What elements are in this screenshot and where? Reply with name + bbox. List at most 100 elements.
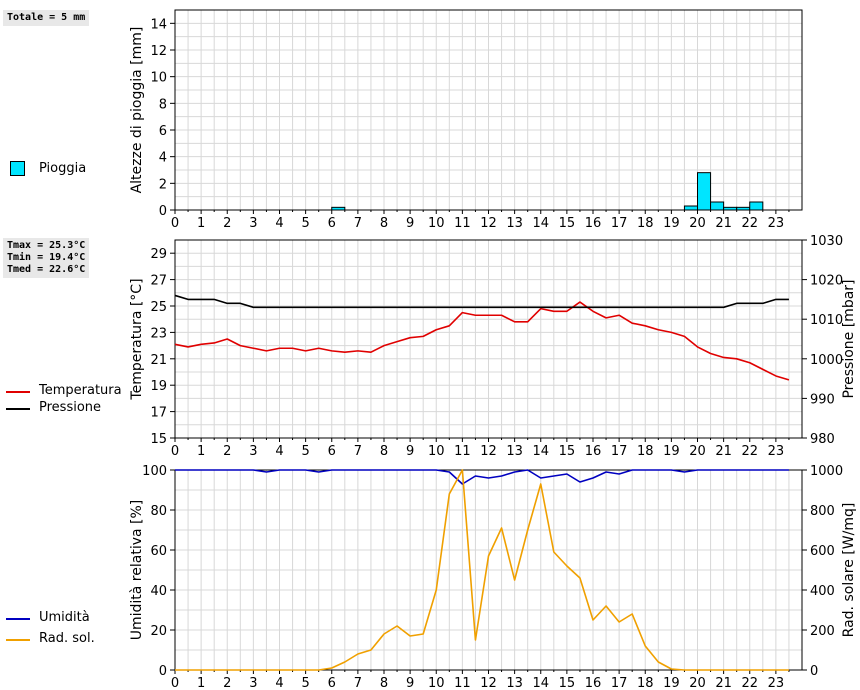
x-tick-label: 23 — [768, 444, 785, 459]
x-tick-label: 7 — [354, 216, 362, 231]
x-tick-label: 13 — [506, 216, 523, 231]
rain-bar — [736, 206, 751, 211]
x-tick-label: 9 — [406, 676, 414, 690]
x-tick-label: 22 — [741, 444, 758, 459]
rain-swatch-icon — [10, 161, 25, 176]
x-tick-label: 10 — [428, 216, 445, 231]
x-tick-label: 6 — [328, 216, 336, 231]
x-tick-label: 15 — [559, 444, 576, 459]
x-tick-label: 5 — [301, 444, 309, 459]
x-tick-label: 1 — [197, 444, 205, 459]
y-tick-label: 19 — [150, 379, 167, 394]
y-tick-label: 40 — [150, 584, 167, 599]
x-tick-label: 17 — [611, 444, 628, 459]
x-tick-label: 10 — [428, 444, 445, 459]
tmed-label: Tmed = 22.6°C — [7, 264, 86, 275]
x-tick-label: 16 — [585, 444, 602, 459]
y2-tick-label: 1000 — [810, 353, 843, 368]
x-tick-label: 10 — [428, 676, 445, 690]
y-tick-label: 80 — [150, 504, 167, 519]
x-tick-label: 20 — [689, 444, 706, 459]
rain-bar — [723, 206, 738, 211]
tmin-label: Tmin = 19.4°C — [7, 252, 86, 263]
y-tick-label: 6 — [159, 124, 167, 139]
x-tick-label: 18 — [637, 676, 654, 690]
pressure-line-icon — [6, 408, 30, 410]
x-tick-label: 11 — [454, 676, 471, 690]
y-tick-label: 25 — [150, 300, 167, 315]
x-tick-label: 12 — [480, 216, 497, 231]
y-axis-title: Umidità relativa [%] — [129, 500, 145, 641]
x-tick-label: 4 — [275, 676, 283, 690]
legend-rain-label: Pioggia — [39, 161, 87, 176]
x-tick-label: 22 — [741, 216, 758, 231]
umidit-line — [175, 469, 789, 485]
x-tick-label: 19 — [663, 216, 680, 231]
x-tick-label: 21 — [715, 216, 732, 231]
x-tick-label: 15 — [559, 216, 576, 231]
y2-tick-label: 1000 — [810, 464, 843, 479]
y2-tick-label: 600 — [810, 544, 835, 559]
temperatura-line — [174, 301, 790, 381]
x-tick-label: 5 — [301, 676, 309, 690]
y-tick-label: 100 — [142, 464, 167, 479]
y-axis-title: Temperatura [°C] — [129, 278, 145, 400]
x-tick-label: 21 — [715, 676, 732, 690]
x-tick-label: 17 — [611, 216, 628, 231]
y2-tick-label: 1030 — [810, 234, 843, 249]
x-tick-label: 6 — [328, 444, 336, 459]
x-tick-label: 7 — [354, 676, 362, 690]
x-tick-label: 4 — [275, 216, 283, 231]
x-tick-label: 19 — [663, 444, 680, 459]
y2-tick-label: 980 — [810, 432, 835, 447]
solar-line-icon — [6, 639, 30, 641]
x-tick-label: 18 — [637, 444, 654, 459]
x-tick-label: 13 — [506, 676, 523, 690]
x-tick-label: 3 — [249, 444, 257, 459]
y2-axis-title: Pressione [mbar] — [841, 279, 857, 398]
rain-bar — [697, 172, 712, 211]
y2-tick-label: 990 — [810, 392, 835, 407]
x-tick-label: 0 — [171, 216, 179, 231]
x-tick-label: 7 — [354, 444, 362, 459]
x-tick-label: 23 — [768, 676, 785, 690]
x-tick-label: 8 — [380, 676, 388, 690]
rain-total-label: Totale = 5 mm — [3, 10, 90, 26]
x-tick-label: 5 — [301, 216, 309, 231]
x-tick-label: 21 — [715, 444, 732, 459]
y-tick-label: 23 — [150, 326, 167, 341]
x-tick-label: 14 — [532, 676, 549, 690]
tmax-label: Tmax = 25.3°C — [7, 240, 86, 251]
y-axis-title: Altezze di pioggia [mm] — [129, 27, 145, 194]
x-tick-label: 20 — [689, 216, 706, 231]
x-tick-label: 16 — [585, 216, 602, 231]
y2-tick-label: 200 — [810, 624, 835, 639]
y-tick-label: 29 — [150, 247, 167, 262]
y-tick-label: 14 — [150, 17, 167, 32]
x-tick-label: 2 — [223, 216, 231, 231]
rain-bar — [710, 201, 725, 211]
legend-solar-label: Rad. sol. — [39, 631, 95, 646]
x-tick-label: 12 — [480, 444, 497, 459]
x-tick-label: 6 — [328, 676, 336, 690]
y-tick-label: 0 — [159, 204, 167, 219]
y-tick-label: 17 — [150, 406, 167, 421]
x-tick-label: 12 — [480, 676, 497, 690]
y2-tick-label: 0 — [810, 664, 818, 679]
legend-humidity-label: Umidità — [39, 610, 90, 625]
x-tick-label: 1 — [197, 676, 205, 690]
x-tick-label: 20 — [689, 676, 706, 690]
y2-tick-label: 400 — [810, 584, 835, 599]
y2-axis-title: Rad. solare [W/mq] — [841, 503, 857, 638]
x-tick-label: 16 — [585, 676, 602, 690]
y2-tick-label: 800 — [810, 504, 835, 519]
x-tick-label: 4 — [275, 444, 283, 459]
temperature-line-icon — [6, 391, 30, 393]
humidity-line-icon — [6, 618, 30, 620]
x-tick-label: 2 — [223, 444, 231, 459]
legend-pressure-label: Pressione — [39, 400, 102, 415]
x-tick-label: 22 — [741, 676, 758, 690]
